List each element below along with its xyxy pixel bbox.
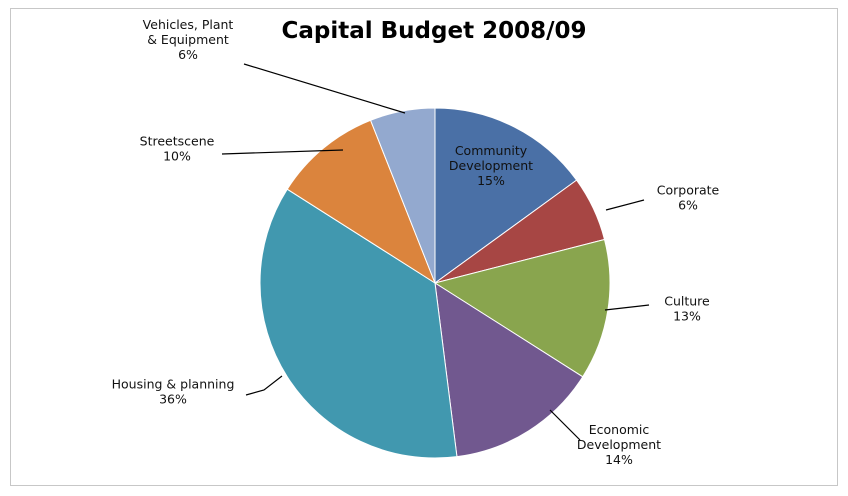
leader-line: [243, 63, 406, 114]
slice-label: Culture 13%: [664, 294, 710, 324]
leader-line: [245, 375, 283, 396]
pie-slice: [286, 119, 437, 285]
pie-slice: [369, 107, 436, 284]
chart-title: Capital Budget 2008/09: [281, 18, 587, 44]
slice-label: Economic Development 14%: [577, 422, 661, 467]
pie-slice: [434, 107, 578, 284]
leader-line: [221, 149, 344, 155]
pie-slice: [433, 238, 611, 378]
leader-line: [605, 199, 645, 211]
pie-slice: [434, 282, 584, 458]
leader-line: [549, 409, 581, 441]
pie-slice: [259, 188, 458, 459]
slice-label: Vehicles, Plant & Equipment 6%: [143, 17, 234, 62]
slice-label: Community Development 15%: [449, 143, 533, 188]
slice-label: Corporate 6%: [657, 183, 720, 213]
slice-label: Streetscene 10%: [140, 134, 215, 164]
slice-label: Housing & planning 36%: [112, 377, 235, 407]
leader-line: [604, 304, 650, 311]
